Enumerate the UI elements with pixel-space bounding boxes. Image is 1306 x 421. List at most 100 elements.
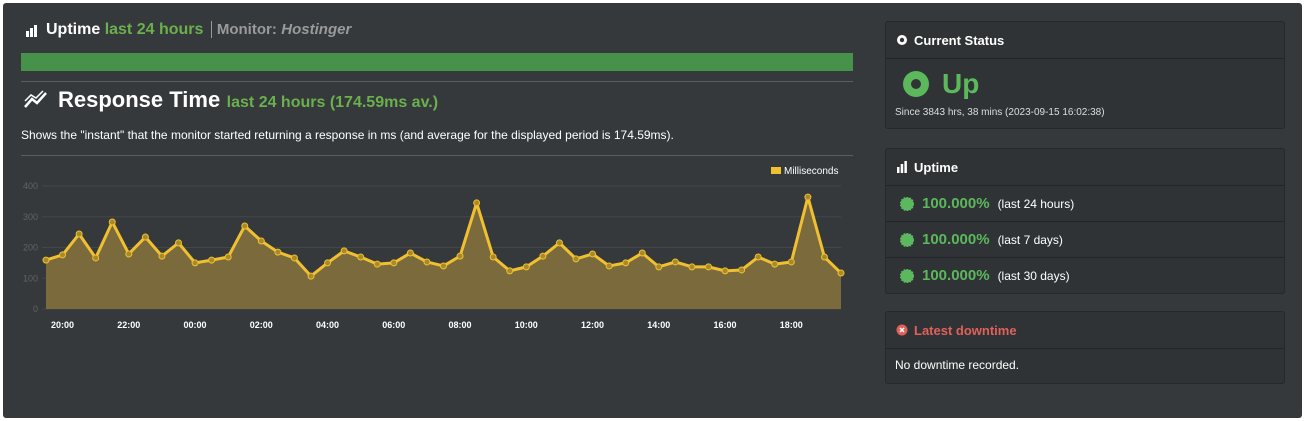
x-tick-label: 04:00 [316, 320, 339, 330]
response-header: Response Time last 24 hours (174.59ms av… [58, 87, 438, 113]
uptime-bar [21, 53, 853, 71]
x-tick-label: 14:00 [647, 320, 670, 330]
point [622, 259, 630, 267]
point [440, 262, 447, 270]
point [340, 247, 348, 255]
badge-icon [900, 268, 914, 283]
point [738, 266, 746, 274]
x-tick-label: 18:00 [780, 320, 803, 330]
point [638, 249, 646, 257]
uptime-header: Uptime last 24 hours Monitor: Hostinger [46, 21, 351, 39]
uptime-period: (last 7 days) [997, 232, 1063, 247]
response-period: last 24 hours [226, 94, 326, 111]
point [721, 267, 729, 275]
response-title: Response Time [58, 87, 221, 112]
y-tick-label: 200 [23, 243, 38, 253]
x-tick-label: 00:00 [184, 320, 207, 330]
panel-header: Current Status [886, 22, 1284, 59]
uptime-label: Uptime [46, 21, 101, 38]
point [555, 239, 563, 247]
x-tick-label: 06:00 [382, 320, 405, 330]
x-tick-label: 08:00 [449, 320, 472, 330]
point [671, 258, 679, 266]
uptime-period: last 24 hours [104, 21, 204, 38]
legend-label: Milliseconds [784, 166, 838, 177]
point [241, 222, 249, 230]
monitor-label: Monitor: [210, 21, 277, 38]
point [390, 259, 398, 267]
badge-icon [900, 232, 914, 247]
point [373, 260, 381, 268]
bars-icon [26, 25, 37, 37]
point [522, 263, 530, 271]
point [324, 259, 332, 267]
point [141, 233, 149, 241]
response-description: Shows the "instant" that the monitor sta… [21, 128, 674, 142]
x-tick-label: 16:00 [714, 320, 737, 330]
y-tick-label: 0 [33, 304, 38, 314]
uptime-value: 100.000% [922, 231, 990, 248]
point [92, 254, 100, 262]
y-tick-label: 300 [23, 212, 38, 222]
uptime-period: (last 24 hours) [997, 196, 1075, 211]
point [290, 254, 298, 262]
point [787, 258, 795, 266]
panel-header: Latest downtime [886, 312, 1284, 349]
uptime-value: 100.000% [922, 195, 990, 212]
dashboard: Uptime last 24 hours Monitor: Hostinger … [3, 3, 1302, 418]
downtime-text: No downtime recorded. [895, 358, 1020, 372]
point [257, 237, 265, 245]
panel-header: Uptime [886, 149, 1284, 186]
point [208, 256, 216, 264]
point [406, 249, 414, 257]
point [473, 199, 481, 207]
up-icon [903, 71, 929, 97]
downtime-icon [896, 324, 908, 336]
uptime-value: 100.000% [922, 267, 990, 284]
uptime-panel: Uptime 100.000% (last 24 hours) 100.000% (l… [885, 148, 1285, 294]
point [754, 253, 762, 261]
point [771, 260, 779, 268]
x-tick-label: 22:00 [117, 320, 140, 330]
bars-icon [897, 161, 907, 173]
panel-title: Latest downtime [914, 322, 1017, 338]
point [59, 251, 67, 259]
area [46, 197, 841, 309]
point [357, 253, 365, 261]
divider [21, 81, 853, 82]
response-average: (174.59ms av.) [329, 94, 439, 111]
monitor-name: Hostinger [281, 21, 352, 38]
point [423, 258, 431, 266]
panel-title: Current Status [914, 32, 1005, 48]
point [108, 218, 116, 226]
point [224, 253, 232, 261]
uptime-row: 100.000% (last 7 days) [886, 222, 1284, 258]
divider [21, 155, 853, 156]
uptime-row: 100.000% (last 24 hours) [886, 186, 1284, 222]
x-tick-label: 20:00 [51, 320, 74, 330]
uptime-period: (last 30 days) [997, 268, 1070, 283]
point [837, 269, 845, 277]
point [175, 239, 182, 247]
legend-swatch [771, 167, 781, 174]
badge-icon [900, 196, 914, 211]
chart-icon [24, 90, 47, 108]
point [655, 263, 663, 271]
point [42, 256, 50, 264]
current-status-panel: Current Status Up Since 3843 hrs, 38 min… [885, 21, 1285, 129]
panel-title: Uptime [914, 159, 959, 175]
point [820, 253, 828, 261]
point [688, 263, 696, 271]
latest-downtime-panel: Latest downtime No downtime recorded. [885, 311, 1285, 384]
point [489, 253, 497, 261]
point [456, 252, 464, 260]
point [125, 250, 133, 258]
x-tick-label: 12:00 [581, 320, 604, 330]
point [804, 193, 812, 201]
point [589, 250, 597, 258]
status-icon [897, 35, 907, 45]
y-tick-label: 100 [23, 273, 38, 283]
point [274, 248, 282, 256]
uptime-rows: 100.000% (last 24 hours) 100.000% (last 7 d… [886, 186, 1284, 293]
point [705, 263, 712, 271]
